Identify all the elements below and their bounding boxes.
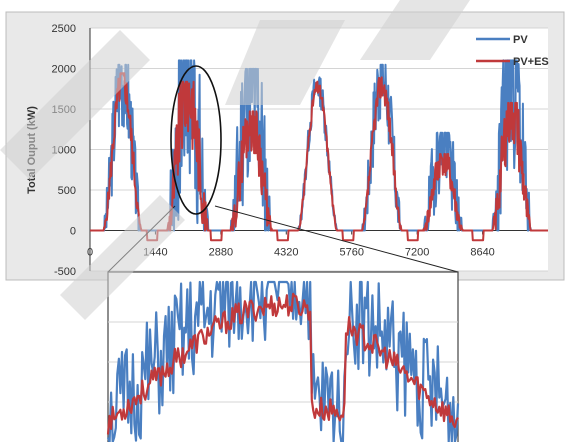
x-tick-label: 7200 (405, 247, 429, 259)
legend-label: PV+ES (513, 56, 549, 68)
x-tick-labels: 0 1440 2880 4320 5760 7200 8640 (87, 230, 495, 259)
inset-series-line-pv (106, 280, 460, 442)
inset-series-line-pv-es (106, 292, 459, 435)
x-tick-label: 0 (87, 247, 93, 259)
x-tick-label: 4320 (274, 247, 298, 259)
highlight-ellipse (170, 65, 222, 215)
y-tick-label: -500 (54, 266, 76, 278)
legend-label: PV (513, 34, 528, 46)
y-tick-label: 2000 (52, 64, 76, 76)
y-tick-label: 500 (58, 185, 76, 197)
inset-series-lines (106, 280, 460, 442)
x-tick-label: 8640 (470, 247, 494, 259)
legend: PV PV+ES (476, 34, 549, 68)
callout-line-right (214, 205, 459, 273)
x-tick-label: 2880 (209, 247, 233, 259)
y-tick-label: 0 (70, 226, 76, 238)
y-tick-label: 2500 (52, 23, 76, 35)
x-tick-label: 5760 (339, 247, 363, 259)
watermark (0, 0, 470, 320)
